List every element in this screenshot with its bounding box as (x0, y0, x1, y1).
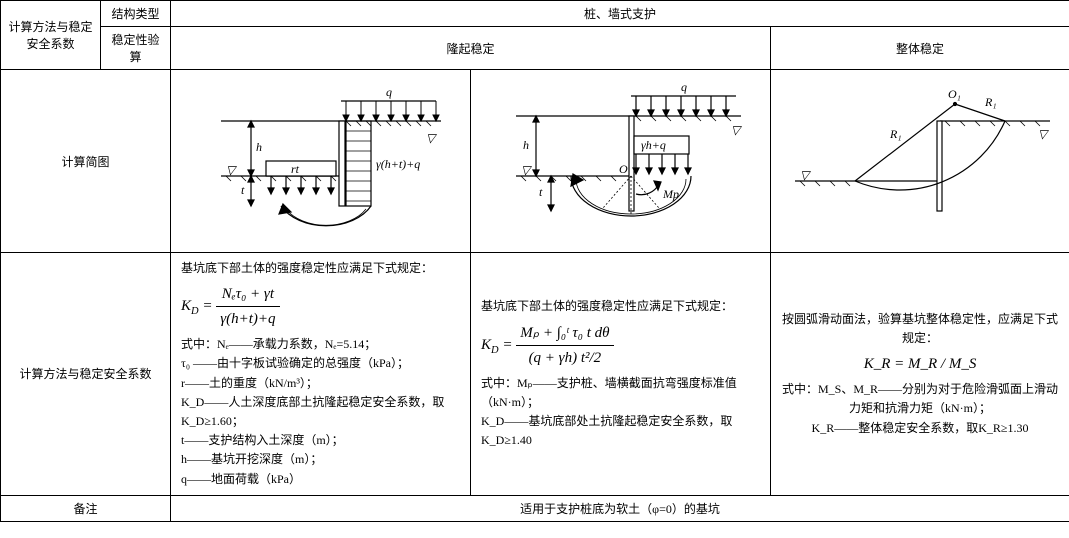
method-text-2: 基坑底下部土体的强度稳定性应满足下式规定： KD = Mₚ + ∫₀ᵗ τ₀ t… (471, 253, 771, 496)
svg-text:R₁: R₁ (889, 127, 902, 141)
t1-h: h——基坑开挖深度（m）； (181, 452, 322, 466)
header-sub1: 隆起稳定 (171, 27, 771, 70)
note-text: 适用于支护桩底为软土（φ=0）的基坑 (171, 495, 1069, 521)
row-label-method: 计算方法与稳定安全系数 (1, 253, 171, 496)
t3-formula: K_R = M_R / M_S (864, 352, 977, 376)
method-text-1: 基坑底下部土体的强度稳定性应满足下式规定： KD = Nₑτ₀ + γtγ(h+… (171, 253, 471, 496)
t1-nc: 式中：Nₑ——承载力系数，Nₑ=5.14； (181, 337, 376, 351)
svg-text:▽: ▽ (226, 163, 238, 177)
t2-kd: K_D——基坑底部处土抗隆起稳定安全系数，取K_D≥1.40 (481, 414, 732, 447)
t3-intro: 按圆弧滑动面法，验算基坑整体稳定性，应满足下式规定： (782, 312, 1058, 345)
main-table: 计算方法与稳定 安全系数 结构类型 桩、墙式支护 稳定性验算 隆起稳定 整体稳定… (0, 0, 1069, 522)
t1-q: q——地面荷载（kPa） (181, 472, 301, 486)
svg-text:q: q (681, 80, 687, 94)
svg-text:t: t (539, 185, 543, 199)
row-label-note: 备注 (1, 495, 171, 521)
header-sub2: 整体稳定 (771, 27, 1069, 70)
header-structure-type: 结构类型 (101, 1, 171, 27)
svg-text:▽: ▽ (1038, 127, 1050, 141)
t1-tau: τ₀ ——由十字板试验确定的总强度（kPa）； (181, 356, 409, 370)
svg-text:t: t (241, 183, 245, 197)
svg-text:O₁: O₁ (948, 87, 961, 101)
svg-text:▽: ▽ (426, 131, 438, 145)
svg-text:▽: ▽ (731, 123, 743, 137)
method-text-3: 按圆弧滑动面法，验算基坑整体稳定性，应满足下式规定： K_R = M_R / M… (771, 253, 1069, 496)
diagram-1: q ▽ ▽ h (171, 70, 471, 253)
svg-text:h: h (523, 138, 529, 152)
t3-ms: 式中：M_S、M_R——分别为对于危险滑弧面上滑动力矩和抗滑力矩（kN·m）； (782, 382, 1058, 415)
svg-text:γ(h+t)+q: γ(h+t)+q (376, 157, 420, 171)
svg-text:▽: ▽ (800, 168, 812, 182)
header-main: 桩、墙式支护 (171, 1, 1069, 27)
t1-kd: K_D——人土深度底部土抗隆起稳定安全系数，取K_D≥1.60； (181, 395, 444, 428)
row-label-diagram: 计算简图 (1, 70, 171, 253)
header-left: 计算方法与稳定 安全系数 (1, 1, 101, 70)
t3-kr: K_R——整体稳定安全系数，取K_R≥1.30 (812, 421, 1029, 435)
t2-intro: 基坑底下部土体的强度稳定性应满足下式规定： (481, 299, 733, 313)
svg-text:q: q (386, 85, 392, 99)
svg-text:O: O (619, 162, 628, 176)
t2-mp: 式中：Mₚ——支护桩、墙横截面抗弯强度标准值（kN·m）； (481, 376, 737, 409)
t1-t: t——支护结构入土深度（m）； (181, 433, 344, 447)
svg-text:h: h (256, 140, 262, 154)
svg-text:Mp: Mp (662, 187, 679, 201)
svg-text:γh+q: γh+q (641, 138, 666, 152)
svg-text:R₁: R₁ (984, 95, 997, 109)
svg-text:▽: ▽ (521, 163, 533, 177)
t1-r: r——土的重度（kN/m³）； (181, 376, 318, 390)
header-stability-check: 稳定性验算 (101, 27, 171, 70)
diagram-2: q ▽ ▽ h (471, 70, 771, 253)
svg-text:rt: rt (291, 162, 300, 176)
t1-intro: 基坑底下部土体的强度稳定性应满足下式规定： (181, 261, 433, 275)
diagram-3: ▽ ▽ O₁ R₁ R₁ (771, 70, 1069, 253)
